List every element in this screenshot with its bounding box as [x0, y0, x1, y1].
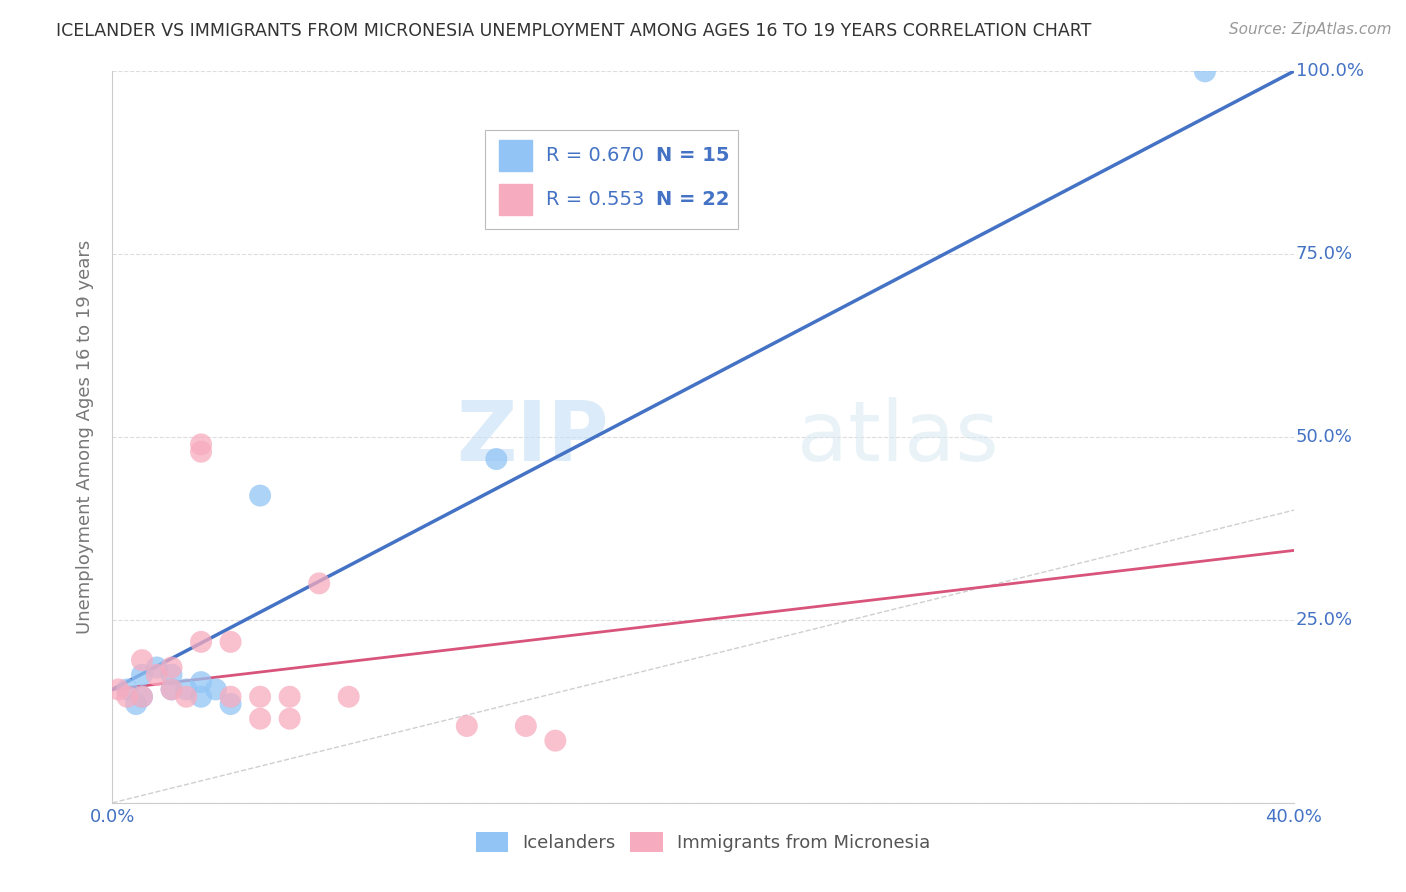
Y-axis label: Unemployment Among Ages 16 to 19 years: Unemployment Among Ages 16 to 19 years	[76, 240, 94, 634]
Point	[190, 690, 212, 704]
Text: 75.0%: 75.0%	[1296, 245, 1353, 263]
Text: ICELANDER VS IMMIGRANTS FROM MICRONESIA UNEMPLOYMENT AMONG AGES 16 TO 19 YEARS C: ICELANDER VS IMMIGRANTS FROM MICRONESIA …	[56, 22, 1091, 40]
Point	[190, 675, 212, 690]
Point	[131, 690, 153, 704]
Point	[190, 635, 212, 649]
Text: 100.0%: 100.0%	[1296, 62, 1364, 80]
Point	[456, 719, 478, 733]
Point	[308, 576, 330, 591]
Point	[174, 690, 197, 704]
Text: 25.0%: 25.0%	[1296, 611, 1353, 629]
Point	[160, 667, 183, 681]
Point	[146, 667, 169, 681]
Text: 50.0%: 50.0%	[1296, 428, 1353, 446]
Text: Source: ZipAtlas.com: Source: ZipAtlas.com	[1229, 22, 1392, 37]
Bar	[499, 140, 531, 171]
Point	[219, 690, 242, 704]
Point	[249, 489, 271, 503]
Text: ZIP: ZIP	[456, 397, 609, 477]
Point	[146, 660, 169, 674]
Point	[337, 690, 360, 704]
Point	[117, 690, 138, 704]
Point	[107, 682, 129, 697]
Point	[160, 682, 183, 697]
Point	[125, 697, 148, 711]
Point	[174, 682, 197, 697]
Text: N = 22: N = 22	[655, 190, 730, 209]
FancyBboxPatch shape	[485, 130, 738, 228]
Point	[117, 682, 138, 697]
Point	[1194, 64, 1216, 78]
Point	[515, 719, 537, 733]
Point	[278, 712, 301, 726]
Text: N = 15: N = 15	[655, 146, 730, 165]
Point	[131, 653, 153, 667]
Point	[205, 682, 228, 697]
Point	[278, 690, 301, 704]
Point	[544, 733, 567, 747]
Point	[160, 660, 183, 674]
Point	[131, 667, 153, 681]
Point	[190, 444, 212, 458]
Text: R = 0.553: R = 0.553	[546, 190, 644, 209]
Point	[160, 682, 183, 697]
Bar	[499, 184, 531, 215]
Point	[249, 690, 271, 704]
Legend: Icelanders, Immigrants from Micronesia: Icelanders, Immigrants from Micronesia	[468, 824, 938, 860]
Point	[249, 712, 271, 726]
Point	[485, 452, 508, 467]
Text: atlas: atlas	[797, 397, 1000, 477]
Text: R = 0.670: R = 0.670	[546, 146, 644, 165]
Point	[131, 690, 153, 704]
Point	[190, 437, 212, 451]
Point	[219, 635, 242, 649]
Point	[219, 697, 242, 711]
